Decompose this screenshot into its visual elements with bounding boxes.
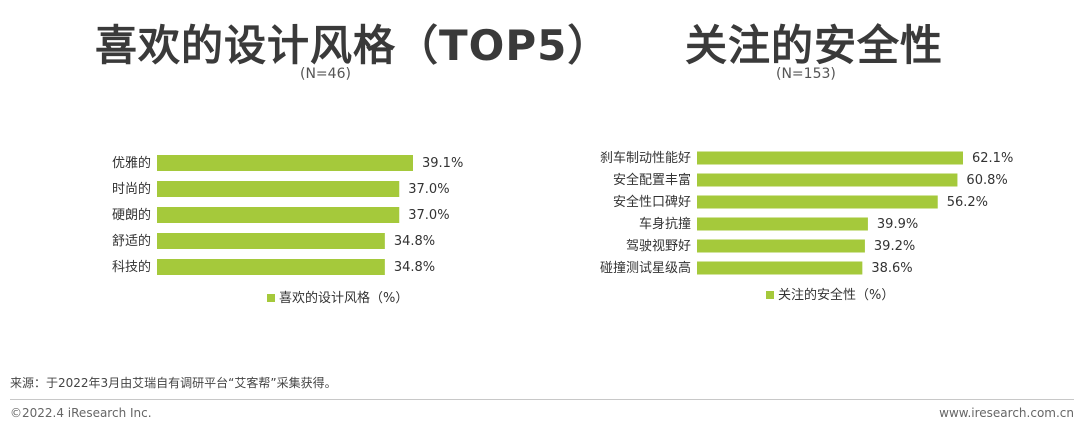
category-label: 优雅的 xyxy=(112,155,151,171)
data-label: 34.8% xyxy=(394,234,435,249)
category-label: 车身抗撞 xyxy=(639,216,691,232)
category-label: 安全性口碑好 xyxy=(613,194,691,210)
legend-label: 关注的安全性（%） xyxy=(778,287,894,303)
bar xyxy=(157,233,385,249)
website-link[interactable]: www.iresearch.com.cn xyxy=(939,406,1074,420)
data-label: 38.6% xyxy=(871,261,912,276)
chart-title: 关注的安全性 xyxy=(685,21,944,70)
category-label: 驾驶视野好 xyxy=(626,239,691,254)
data-label: 56.2% xyxy=(947,195,988,210)
chart-safety: 关注的安全性 (N=153) 刹车制动性能好 62.1% 安全配置丰富 60.8% 安全… xyxy=(540,0,1080,320)
bar-chart-svg: 刹车制动性能好 62.1% 安全配置丰富 60.8% 安全性口碑好 56.2% 车身抗撞 39… xyxy=(600,150,1013,303)
category-label: 安全配置丰富 xyxy=(613,172,691,188)
data-label: 37.0% xyxy=(408,208,449,223)
chart-subtitle: (N=153) xyxy=(776,66,836,82)
bar xyxy=(697,173,958,187)
copyright: ©2022.4 iResearch Inc. xyxy=(10,406,152,420)
category-label: 刹车制动性能好 xyxy=(600,150,691,166)
bar xyxy=(697,217,868,231)
data-label: 39.2% xyxy=(874,239,915,254)
bar xyxy=(697,151,963,165)
category-label: 科技的 xyxy=(112,259,151,275)
chart-subtitle: (N=46) xyxy=(300,66,351,82)
bar-chart-svg: 优雅的 39.1% 时尚的 37.0% 硬朗的 37.0% 舒适的 34.8% 科技的 34.8%… xyxy=(112,155,463,306)
legend-swatch xyxy=(766,291,774,299)
footer-divider xyxy=(10,399,1074,400)
bar xyxy=(697,261,863,275)
data-label: 60.8% xyxy=(966,173,1007,188)
data-label: 34.8% xyxy=(394,260,435,275)
bar xyxy=(157,259,385,275)
data-label: 39.9% xyxy=(877,217,918,232)
category-label: 硬朗的 xyxy=(112,207,151,223)
category-label: 碰撞测试星级高 xyxy=(600,260,691,276)
legend-swatch xyxy=(267,294,275,302)
bar xyxy=(157,155,413,171)
category-label: 时尚的 xyxy=(112,181,151,197)
data-label: 39.1% xyxy=(422,156,463,171)
chart-design-style: 喜欢的设计风格（TOP5） (N=46) 优雅的 39.1% 时尚的 37.0% 硬朗的… xyxy=(0,0,609,320)
bar xyxy=(697,239,865,253)
source-note: 来源：于2022年3月由艾瑞自有调研平台“艾客帮”采集获得。 xyxy=(10,376,337,390)
bar xyxy=(697,195,938,209)
bar xyxy=(157,207,400,223)
category-label: 舒适的 xyxy=(112,233,151,249)
data-label: 62.1% xyxy=(972,151,1013,166)
data-label: 37.0% xyxy=(408,182,449,197)
bar xyxy=(157,181,400,197)
chart-title: 喜欢的设计风格（TOP5） xyxy=(95,21,611,70)
legend-label: 喜欢的设计风格（%） xyxy=(279,290,408,306)
